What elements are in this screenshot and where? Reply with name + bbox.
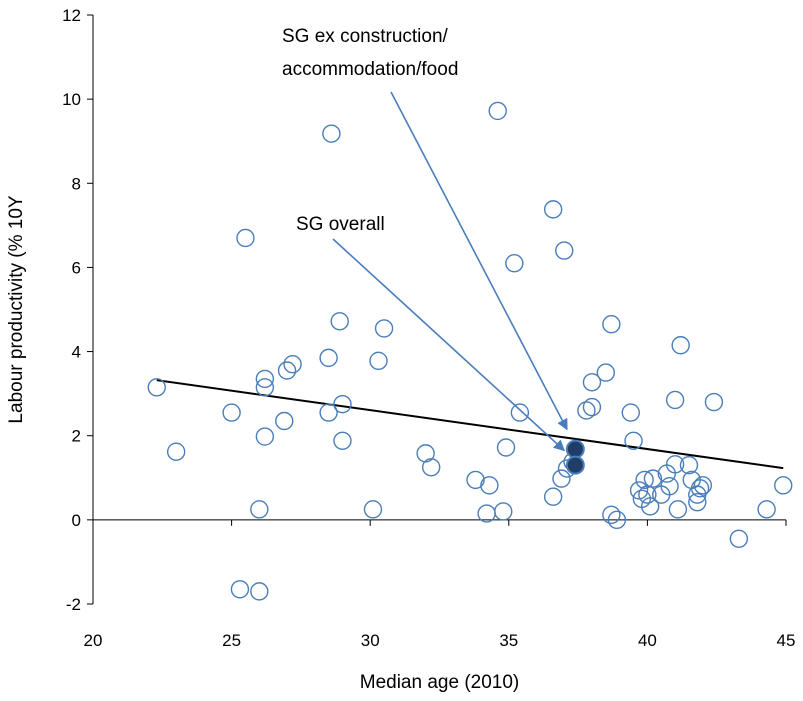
y-tick-label: 6 bbox=[72, 258, 81, 277]
data-point bbox=[255, 427, 275, 446]
data-point bbox=[640, 497, 660, 516]
data-point bbox=[250, 582, 269, 601]
data-point bbox=[624, 431, 643, 450]
data-point bbox=[374, 319, 394, 338]
data-point bbox=[621, 403, 640, 422]
data-point bbox=[166, 442, 186, 461]
data-point bbox=[236, 228, 255, 248]
data-point bbox=[660, 477, 679, 496]
data-point bbox=[255, 378, 275, 397]
data-point bbox=[668, 500, 688, 519]
data-point bbox=[496, 438, 516, 457]
x-tick-label: 40 bbox=[638, 631, 657, 650]
data-point bbox=[635, 470, 654, 490]
trend-line bbox=[156, 379, 784, 470]
data-point bbox=[643, 469, 663, 488]
data-point bbox=[222, 403, 241, 422]
data-point bbox=[693, 476, 713, 495]
data-point bbox=[704, 392, 724, 412]
data-point bbox=[607, 510, 627, 530]
data-point bbox=[552, 469, 571, 488]
data-point bbox=[665, 390, 685, 410]
data-point bbox=[505, 254, 524, 273]
x-tick-label: 25 bbox=[222, 631, 241, 650]
axes bbox=[92, 15, 786, 604]
data-point bbox=[333, 431, 352, 450]
data-point bbox=[638, 485, 657, 504]
data-point bbox=[147, 378, 166, 397]
y-tick-label: 2 bbox=[72, 427, 81, 446]
y-tick-label: 10 bbox=[62, 90, 81, 109]
data-point bbox=[330, 312, 349, 331]
x-tick-label: 35 bbox=[499, 631, 518, 650]
y-tick-label: -2 bbox=[66, 595, 81, 614]
annotation-label: SG ex construction/ bbox=[282, 26, 449, 47]
x-axis-ticks: 20 25 30 35 40 45 bbox=[84, 519, 796, 650]
annotation-label: SG overall bbox=[296, 214, 385, 235]
data-point bbox=[275, 411, 294, 431]
data-point bbox=[582, 397, 602, 417]
data-points bbox=[147, 101, 793, 601]
data-point bbox=[665, 455, 685, 474]
data-point bbox=[577, 401, 596, 420]
x-tick-label: 45 bbox=[777, 631, 796, 650]
data-point bbox=[602, 505, 621, 525]
data-point bbox=[629, 481, 649, 500]
data-point bbox=[283, 354, 302, 374]
y-tick-label: 12 bbox=[62, 6, 81, 25]
y-axis-ticks: -2 0 2 4 6 8 10 12 bbox=[62, 6, 93, 614]
data-point bbox=[255, 369, 275, 389]
data-point bbox=[319, 403, 338, 422]
data-point bbox=[230, 580, 250, 599]
y-axis-title: Labour productivity (% 10Y bbox=[6, 195, 27, 423]
data-point bbox=[510, 403, 530, 422]
data-point bbox=[671, 336, 690, 355]
data-point bbox=[277, 361, 297, 380]
data-point bbox=[690, 479, 710, 498]
data-point bbox=[729, 529, 749, 548]
data-point bbox=[582, 373, 602, 392]
y-tick-label: 8 bbox=[72, 174, 81, 193]
data-point bbox=[543, 487, 563, 506]
data-point bbox=[250, 500, 269, 519]
data-point bbox=[543, 200, 563, 219]
data-point bbox=[319, 348, 338, 368]
highlight-point bbox=[565, 455, 585, 475]
data-point bbox=[369, 351, 388, 371]
data-point bbox=[679, 455, 699, 475]
data-point bbox=[488, 101, 507, 121]
x-tick-label: 30 bbox=[361, 631, 380, 650]
annotation-arrow bbox=[390, 91, 568, 431]
data-point bbox=[774, 476, 793, 495]
data-point bbox=[757, 500, 776, 519]
data-point bbox=[322, 124, 341, 143]
annotation-arrow bbox=[332, 238, 566, 452]
data-point bbox=[416, 444, 435, 463]
data-point bbox=[363, 500, 383, 519]
data-point bbox=[466, 470, 485, 490]
x-axis-title: Median age (2010) bbox=[360, 672, 520, 693]
data-point bbox=[421, 458, 441, 477]
data-point bbox=[688, 492, 707, 512]
highlight-point bbox=[565, 439, 585, 459]
annotations: SG ex construction/accommodation/food SG … bbox=[282, 26, 568, 452]
data-point bbox=[555, 241, 574, 260]
data-point bbox=[602, 315, 621, 334]
data-point bbox=[333, 394, 352, 414]
data-point bbox=[480, 476, 499, 495]
y-tick-label: 4 bbox=[72, 343, 81, 362]
y-tick-label: 0 bbox=[72, 511, 81, 530]
x-tick-label: 20 bbox=[84, 631, 103, 650]
annotation-label: accommodation/food bbox=[282, 59, 458, 80]
data-point bbox=[596, 363, 616, 382]
data-point bbox=[494, 502, 513, 521]
